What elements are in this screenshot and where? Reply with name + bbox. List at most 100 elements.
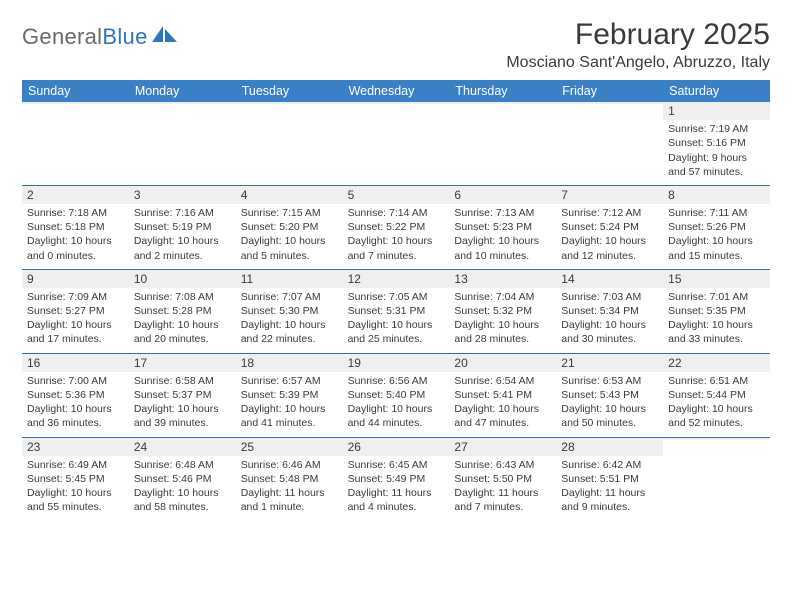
day-number-row [556, 102, 663, 104]
day-number-row [663, 438, 770, 440]
daylight-text: Daylight: 10 hours and 41 minutes. [241, 402, 338, 430]
day-number: 11 [241, 272, 253, 286]
day-number-row: 3 [129, 186, 236, 204]
day-number-row [449, 102, 556, 104]
calendar: Sunday Monday Tuesday Wednesday Thursday… [22, 80, 770, 520]
sunset-text: Sunset: 5:20 PM [241, 220, 338, 234]
sunset-text: Sunset: 5:22 PM [348, 220, 445, 234]
day-number-row: 6 [449, 186, 556, 204]
week-row: 1 Sunrise: 7:19 AMSunset: 5:16 PMDaylight… [22, 102, 770, 185]
sunset-text: Sunset: 5:24 PM [561, 220, 658, 234]
day-details: Sunrise: 7:08 AMSunset: 5:28 PMDaylight:… [134, 290, 231, 347]
day-details: Sunrise: 7:15 AMSunset: 5:20 PMDaylight:… [241, 206, 338, 263]
sunset-text: Sunset: 5:44 PM [668, 388, 765, 402]
sunset-text: Sunset: 5:27 PM [27, 304, 124, 318]
day-number: 15 [668, 272, 681, 286]
day-details: Sunrise: 7:07 AMSunset: 5:30 PMDaylight:… [241, 290, 338, 347]
day-cell: 9 Sunrise: 7:09 AMSunset: 5:27 PMDaylight… [22, 270, 129, 353]
day-number-row: 23 [22, 438, 129, 456]
day-number-row: 11 [236, 270, 343, 288]
sunset-text: Sunset: 5:16 PM [668, 136, 765, 150]
weeks-container: 1 Sunrise: 7:19 AMSunset: 5:16 PMDaylight… [22, 102, 770, 520]
sunrise-text: Sunrise: 7:07 AM [241, 290, 338, 304]
sunset-text: Sunset: 5:39 PM [241, 388, 338, 402]
daylight-text: Daylight: 10 hours and 50 minutes. [561, 402, 658, 430]
daylight-text: Daylight: 10 hours and 39 minutes. [134, 402, 231, 430]
day-details: Sunrise: 7:01 AMSunset: 5:35 PMDaylight:… [668, 290, 765, 347]
day-number-row: 18 [236, 354, 343, 372]
week-row: 16Sunrise: 7:00 AMSunset: 5:36 PMDayligh… [22, 353, 770, 437]
day-number-row: 4 [236, 186, 343, 204]
day-number: 2 [27, 188, 34, 202]
day-cell: 17Sunrise: 6:58 AMSunset: 5:37 PMDayligh… [129, 354, 236, 437]
daylight-text: Daylight: 10 hours and 15 minutes. [668, 234, 765, 262]
day-cell: 22Sunrise: 6:51 AMSunset: 5:44 PMDayligh… [663, 354, 770, 437]
day-details: Sunrise: 6:49 AMSunset: 5:45 PMDaylight:… [27, 458, 124, 515]
day-cell: 26Sunrise: 6:45 AMSunset: 5:49 PMDayligh… [343, 438, 450, 521]
day-details: Sunrise: 7:13 AMSunset: 5:23 PMDaylight:… [454, 206, 551, 263]
sunrise-text: Sunrise: 7:01 AM [668, 290, 765, 304]
day-cell: 8Sunrise: 7:11 AMSunset: 5:26 PMDaylight… [663, 186, 770, 269]
sunrise-text: Sunrise: 6:46 AM [241, 458, 338, 472]
sunset-text: Sunset: 5:23 PM [454, 220, 551, 234]
day-number-row: 9 [22, 270, 129, 288]
sunset-text: Sunset: 5:31 PM [348, 304, 445, 318]
weekday-header: Tuesday [236, 80, 343, 102]
sunrise-text: Sunrise: 7:12 AM [561, 206, 658, 220]
sunrise-text: Sunrise: 7:08 AM [134, 290, 231, 304]
day-cell: 11 Sunrise: 7:07 AMSunset: 5:30 PMDayligh… [236, 270, 343, 353]
logo-text-part2: Blue [102, 24, 147, 50]
day-cell [556, 102, 663, 185]
day-cell: 19Sunrise: 6:56 AMSunset: 5:40 PMDayligh… [343, 354, 450, 437]
day-cell: 5Sunrise: 7:14 AMSunset: 5:22 PMDaylight… [343, 186, 450, 269]
day-number-row [236, 102, 343, 104]
day-cell: 27Sunrise: 6:43 AMSunset: 5:50 PMDayligh… [449, 438, 556, 521]
day-number-row: 1 [663, 102, 770, 120]
day-number-row: 7 [556, 186, 663, 204]
day-details: Sunrise: 7:09 AMSunset: 5:27 PMDaylight:… [27, 290, 124, 347]
day-cell [343, 102, 450, 185]
sunrise-text: Sunrise: 6:51 AM [668, 374, 765, 388]
week-row: 23 Sunrise: 6:49 AMSunset: 5:45 PMDayligh… [22, 437, 770, 521]
day-number: 4 [241, 188, 248, 202]
sunrise-text: Sunrise: 7:15 AM [241, 206, 338, 220]
day-number: 14 [561, 272, 574, 286]
day-cell: 3Sunrise: 7:16 AMSunset: 5:19 PMDaylight… [129, 186, 236, 269]
day-cell [129, 102, 236, 185]
daylight-text: Daylight: 11 hours and 7 minutes. [454, 486, 551, 514]
day-number: 20 [454, 356, 467, 370]
day-details: Sunrise: 6:48 AMSunset: 5:46 PMDaylight:… [134, 458, 231, 515]
day-details: Sunrise: 7:03 AMSunset: 5:34 PMDaylight:… [561, 290, 658, 347]
sunset-text: Sunset: 5:48 PM [241, 472, 338, 486]
sunrise-text: Sunrise: 7:09 AM [27, 290, 124, 304]
day-number-row: 28 [556, 438, 663, 456]
sunset-text: Sunset: 5:34 PM [561, 304, 658, 318]
day-details: Sunrise: 6:56 AMSunset: 5:40 PMDaylight:… [348, 374, 445, 431]
daylight-text: Daylight: 10 hours and 20 minutes. [134, 318, 231, 346]
day-details: Sunrise: 6:42 AMSunset: 5:51 PMDaylight:… [561, 458, 658, 515]
sunrise-text: Sunrise: 7:14 AM [348, 206, 445, 220]
day-cell: 4 Sunrise: 7:15 AMSunset: 5:20 PMDaylight… [236, 186, 343, 269]
day-cell: 20Sunrise: 6:54 AMSunset: 5:41 PMDayligh… [449, 354, 556, 437]
day-details: Sunrise: 7:18 AMSunset: 5:18 PMDaylight:… [27, 206, 124, 263]
day-number: 21 [561, 356, 574, 370]
day-number-row: 8 [663, 186, 770, 204]
weekday-header: Sunday [22, 80, 129, 102]
day-cell: 23 Sunrise: 6:49 AMSunset: 5:45 PMDayligh… [22, 438, 129, 521]
sunset-text: Sunset: 5:18 PM [27, 220, 124, 234]
daylight-text: Daylight: 11 hours and 1 minute. [241, 486, 338, 514]
sunset-text: Sunset: 5:30 PM [241, 304, 338, 318]
sunrise-text: Sunrise: 7:04 AM [454, 290, 551, 304]
sunrise-text: Sunrise: 6:56 AM [348, 374, 445, 388]
day-cell [449, 102, 556, 185]
sunrise-text: Sunrise: 6:58 AM [134, 374, 231, 388]
day-number-row: 5 [343, 186, 450, 204]
day-number-row [129, 102, 236, 104]
day-cell: 1 Sunrise: 7:19 AMSunset: 5:16 PMDaylight… [663, 102, 770, 185]
logo: GeneralBlue [22, 24, 178, 50]
day-details: Sunrise: 7:19 AMSunset: 5:16 PMDaylight:… [668, 122, 765, 179]
day-number-row: 24 [129, 438, 236, 456]
day-cell [663, 438, 770, 521]
daylight-text: Daylight: 10 hours and 22 minutes. [241, 318, 338, 346]
sunrise-text: Sunrise: 6:54 AM [454, 374, 551, 388]
